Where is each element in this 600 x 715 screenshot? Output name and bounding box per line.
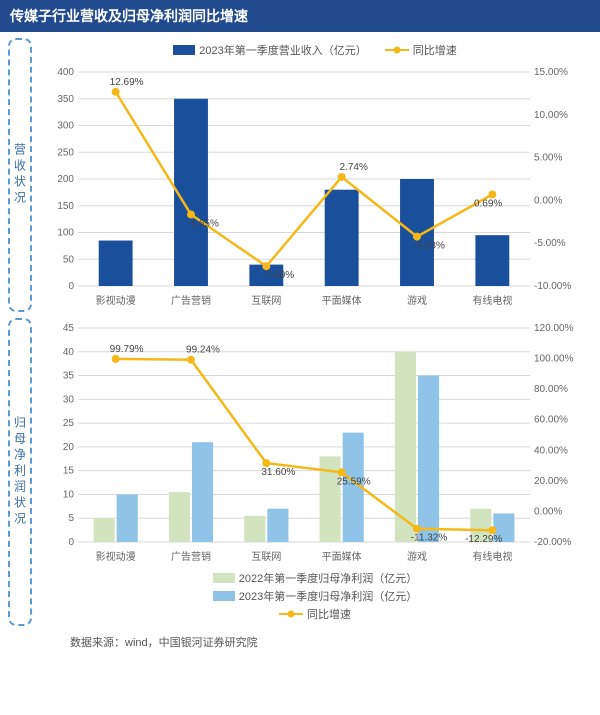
legend-label: 2022年第一季度归母净利润（亿元）	[239, 570, 417, 586]
svg-text:-7.69%: -7.69%	[262, 270, 294, 281]
legend-label: 2023年第一季度营业收入（亿元）	[199, 42, 366, 58]
svg-text:60.00%: 60.00%	[534, 415, 568, 426]
svg-text:25: 25	[63, 418, 75, 429]
svg-text:互联网: 互联网	[251, 295, 281, 307]
svg-text:有线电视: 有线电视	[472, 294, 512, 307]
legend-label: 同比增速	[413, 42, 457, 58]
svg-text:150: 150	[57, 201, 74, 212]
chart1-svg: 0 50 100 150 200 250 300 350 400 15.00% 10.00% 5.00…	[38, 62, 586, 312]
svg-text:120.00%: 120.00%	[534, 323, 574, 334]
svg-text:15.00%: 15.00%	[534, 67, 568, 78]
svg-text:350: 350	[57, 94, 74, 105]
svg-text:游戏: 游戏	[407, 550, 427, 563]
svg-text:0.00%: 0.00%	[534, 506, 562, 517]
svg-text:100.00%: 100.00%	[534, 354, 574, 365]
svg-text:-20.00%: -20.00%	[534, 537, 571, 548]
chart2-legend-bar23: 2023年第一季度归母净利润（亿元）	[213, 588, 417, 604]
svg-text:12.69%: 12.69%	[110, 77, 144, 88]
chart1-row: 营收状况 2023年第一季度营业收入（亿元） 同比增速 0 50 100 150 200…	[0, 32, 600, 312]
chart1-legend: 2023年第一季度营业收入（亿元） 同比增速	[38, 38, 592, 62]
svg-text:31.60%: 31.60%	[261, 467, 295, 478]
svg-text:45: 45	[63, 323, 75, 334]
chart2-area: 0 5 10 15 20 25 30 35 40 45 120.00% 100.00% 80.00% 60…	[38, 318, 592, 626]
bar-icon	[173, 45, 195, 55]
svg-text:影视动漫: 影视动漫	[96, 550, 136, 563]
chart1-side-box: 营收状况	[8, 38, 32, 312]
svg-text:10.00%: 10.00%	[534, 110, 568, 121]
svg-text:400: 400	[57, 67, 74, 78]
svg-text:99.24%: 99.24%	[186, 345, 220, 356]
svg-text:-4.23%: -4.23%	[413, 241, 445, 252]
svg-text:300: 300	[57, 121, 74, 132]
svg-text:游戏: 游戏	[407, 294, 427, 307]
chart2-side-label: 归母净利润状况	[12, 416, 29, 528]
chart2-side-box: 归母净利润状况	[8, 318, 32, 626]
svg-text:35: 35	[63, 371, 75, 382]
chart1-side-label: 营收状况	[12, 143, 29, 207]
data-source: 数据来源：wind，中国银河证券研究院	[0, 626, 600, 650]
svg-text:影视动漫: 影视动漫	[96, 294, 136, 307]
svg-text:平面媒体: 平面媒体	[322, 551, 362, 563]
svg-text:-10.00%: -10.00%	[534, 281, 571, 292]
legend-label: 2023年第一季度归母净利润（亿元）	[239, 588, 417, 604]
svg-text:0: 0	[68, 537, 74, 548]
svg-text:平面媒体: 平面媒体	[322, 295, 362, 307]
svg-text:-1.65%: -1.65%	[187, 219, 219, 230]
svg-text:80.00%: 80.00%	[534, 384, 568, 395]
svg-text:50: 50	[63, 254, 75, 265]
svg-text:5.00%: 5.00%	[534, 153, 562, 164]
svg-text:2.74%: 2.74%	[339, 162, 367, 173]
chart2-svg: 0 5 10 15 20 25 30 35 40 45 120.00% 100.00% 80.00% 60…	[38, 318, 586, 568]
svg-text:25.59%: 25.59%	[337, 476, 371, 487]
svg-text:广告营销: 广告营销	[171, 550, 211, 563]
svg-text:200: 200	[57, 174, 74, 185]
svg-text:5: 5	[68, 513, 74, 524]
svg-text:250: 250	[57, 147, 74, 158]
svg-text:15: 15	[63, 466, 75, 477]
svg-text:-12.29%: -12.29%	[465, 534, 502, 545]
svg-text:20: 20	[63, 442, 75, 453]
chart1-area: 2023年第一季度营业收入（亿元） 同比增速 0 50 100 150 200 250 30…	[38, 38, 592, 312]
svg-text:-11.32%: -11.32%	[411, 533, 448, 544]
svg-text:100: 100	[57, 228, 74, 239]
chart2-legend-bar22: 2022年第一季度归母净利润（亿元）	[213, 570, 417, 586]
svg-text:0: 0	[68, 281, 74, 292]
svg-text:30: 30	[63, 394, 75, 405]
legend-label: 同比增速	[307, 606, 351, 622]
svg-text:40.00%: 40.00%	[534, 445, 568, 456]
bar-icon	[213, 591, 235, 601]
svg-text:0.69%: 0.69%	[474, 198, 502, 209]
chart2-legend-line: 同比增速	[279, 606, 351, 622]
line-icon	[279, 613, 303, 615]
svg-text:99.79%: 99.79%	[110, 344, 144, 355]
chart2-legend: 2022年第一季度归母净利润（亿元） 2023年第一季度归母净利润（亿元） 同比…	[38, 568, 592, 626]
svg-text:互联网: 互联网	[251, 551, 281, 563]
bar-icon	[213, 573, 235, 583]
chart1-legend-bar: 2023年第一季度营业收入（亿元）	[173, 42, 366, 58]
chart1-legend-line: 同比增速	[385, 42, 457, 58]
svg-text:10: 10	[63, 489, 75, 500]
svg-text:-5.00%: -5.00%	[534, 238, 566, 249]
chart2-row: 归母净利润状况 0 5 10 15 20 25 30 35 40 45 120.00% 100.00%…	[0, 312, 600, 626]
line-icon	[385, 49, 409, 51]
svg-text:20.00%: 20.00%	[534, 476, 568, 487]
svg-text:0.00%: 0.00%	[534, 195, 562, 206]
svg-text:广告营销: 广告营销	[171, 294, 211, 307]
page-title: 传媒子行业营收及归母净利润同比增速	[0, 0, 600, 32]
svg-text:有线电视: 有线电视	[472, 550, 512, 563]
svg-text:40: 40	[63, 347, 75, 358]
